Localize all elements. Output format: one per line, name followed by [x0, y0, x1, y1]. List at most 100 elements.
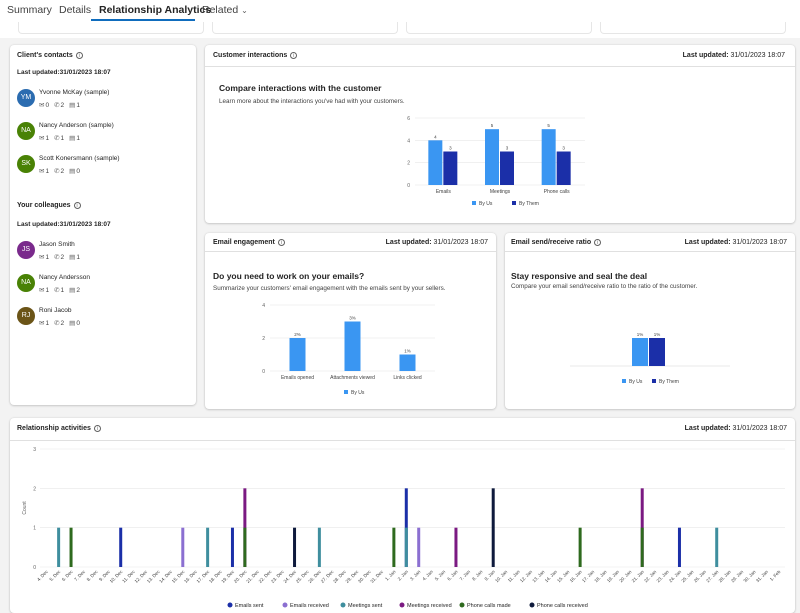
bar-phone-calls-received[interactable]: [293, 527, 297, 567]
bar-by-us[interactable]: [541, 129, 556, 185]
person-name[interactable]: Yvonne McKay (sample): [39, 89, 110, 96]
bar-by-them[interactable]: [500, 151, 514, 186]
bar-meetings-sent[interactable]: [206, 527, 210, 567]
data-label: 3%: [349, 316, 356, 321]
person-name[interactable]: Jason Smith: [39, 241, 75, 248]
person-row[interactable]: YM Yvonne McKay (sample) ✉0 ✆2 ▤1: [17, 89, 197, 115]
legend-label[interactable]: By Them: [659, 379, 679, 385]
tab-relationship-analytics[interactable]: Relationship Analytics: [99, 4, 212, 16]
x-tick-label: 3. Jan: [409, 569, 422, 582]
x-tick-label: 7. Jan: [459, 569, 472, 582]
bar-by-us[interactable]: [399, 354, 416, 372]
customer-interactions-card: Customer interactions i Last updated: 31/…: [205, 45, 795, 223]
x-tick-label: 7. Dec: [73, 569, 86, 582]
bar-by-us[interactable]: [428, 140, 443, 185]
x-tick-label: 16. Jan: [569, 569, 584, 584]
mail-icon: ✉: [39, 102, 45, 109]
legend-label[interactable]: Meetings sent: [348, 603, 383, 609]
collapsed-section-strip: [0, 22, 800, 38]
bar-by-them[interactable]: [556, 151, 571, 186]
meeting-count: 1: [76, 135, 80, 142]
phone-icon: ✆: [54, 102, 60, 109]
colleagues-last-updated: Last updated:31/01/2023 18:07: [17, 221, 111, 228]
legend-label[interactable]: By Us: [629, 379, 643, 385]
person-name[interactable]: Roni Jacob: [39, 307, 72, 314]
person-row[interactable]: NA Nancy Andersson ✉1 ✆1 ▤2: [17, 274, 197, 300]
x-tick-label: 15. Jan: [556, 569, 571, 584]
bar-meetings-sent[interactable]: [715, 527, 719, 567]
legend-label[interactable]: By Us: [479, 201, 493, 207]
bar-meetings-sent[interactable]: [57, 527, 61, 567]
bar-emails-sent[interactable]: [230, 527, 234, 567]
colleagues-title: Your colleagues i: [17, 202, 81, 209]
colleagues-title-text: Your colleagues: [17, 202, 71, 209]
info-icon[interactable]: i: [93, 425, 101, 432]
x-tick-label: 10. Jan: [494, 569, 509, 584]
bar-phone-calls-received[interactable]: [491, 488, 495, 567]
avatar: NA: [17, 122, 35, 140]
bar-by-us[interactable]: [632, 338, 648, 366]
person-row[interactable]: JS Jason Smith ✉1 ✆2 ▤1: [17, 241, 197, 267]
legend-label[interactable]: Phone calls made: [467, 603, 511, 609]
legend-swatch: [472, 201, 476, 205]
call-count: 1: [60, 135, 65, 142]
x-tick-label: 24. Jan: [668, 569, 683, 584]
bar-by-them[interactable]: [443, 151, 458, 186]
bar-phone-calls-made[interactable]: [640, 527, 644, 567]
interactions-subheading: Learn more about the interactions you've…: [219, 98, 405, 105]
bar-phone-calls-made[interactable]: [243, 527, 247, 567]
calendar-icon: ▤: [69, 320, 76, 327]
bar-emails-received[interactable]: [417, 527, 421, 567]
legend-label[interactable]: Emails sent: [235, 603, 264, 609]
legend-label[interactable]: Meetings received: [407, 603, 452, 609]
x-tick-label: 27. Jan: [705, 569, 720, 584]
info-icon[interactable]: i: [75, 52, 83, 59]
bar-meetings-received[interactable]: [454, 527, 458, 567]
data-label: 1%: [654, 332, 661, 337]
x-tick-label: Emails: [436, 189, 452, 195]
relationship-activities-updated: Last updated: 31/01/2023 18:07: [685, 425, 787, 432]
legend-label[interactable]: By Us: [351, 390, 365, 396]
bar-by-them[interactable]: [649, 338, 665, 366]
person-row[interactable]: SK Scott Konersmann (sample) ✉1 ✆2 ▤0: [17, 155, 197, 181]
legend-label[interactable]: Phone calls received: [537, 603, 588, 609]
info-icon[interactable]: i: [277, 239, 285, 246]
bar-emails-sent[interactable]: [677, 527, 681, 567]
person-name[interactable]: Nancy Andersson: [39, 274, 90, 281]
email-engagement-heading: Do you need to work on your emails?: [213, 271, 365, 281]
person-row[interactable]: RJ Roni Jacob ✉1 ✆2 ▤0: [17, 307, 197, 333]
x-tick-label: 29. Jan: [730, 569, 745, 584]
y-tick-label: 6: [407, 116, 410, 122]
calendar-icon: ▤: [69, 168, 76, 175]
bar-phone-calls-made[interactable]: [69, 527, 73, 567]
x-tick-label: 31. Jan: [755, 569, 770, 584]
avatar: RJ: [17, 307, 35, 325]
info-icon[interactable]: i: [594, 239, 602, 246]
person-row[interactable]: NA Nancy Anderson (sample) ✉1 ✆1 ▤1: [17, 122, 197, 148]
info-icon[interactable]: i: [73, 202, 81, 209]
bar-phone-calls-made[interactable]: [392, 527, 396, 567]
bar-phone-calls-made[interactable]: [578, 527, 582, 567]
bar-emails-sent[interactable]: [119, 527, 123, 567]
bar-meetings-sent[interactable]: [317, 527, 321, 567]
person-name[interactable]: Scott Konersmann (sample): [39, 155, 120, 162]
bar-by-us[interactable]: [344, 321, 361, 372]
legend-label[interactable]: By Them: [519, 201, 539, 207]
bar-emails-received[interactable]: [181, 527, 185, 567]
bar-by-us[interactable]: [289, 338, 306, 371]
legend-label[interactable]: Emails received: [290, 603, 329, 609]
updated-label: Last updated:: [684, 425, 731, 432]
clients-contacts-title-text: Client's contacts: [17, 52, 73, 59]
customer-interactions-updated: Last updated: 31/01/2023 18:07: [683, 52, 785, 59]
x-tick-label: 1. Jan: [384, 569, 397, 582]
person-name[interactable]: Nancy Anderson (sample): [39, 122, 114, 129]
active-tab-indicator: [91, 19, 195, 21]
info-icon[interactable]: i: [290, 52, 298, 59]
calendar-icon: ▤: [69, 135, 76, 142]
y-tick-label: 4: [407, 138, 410, 144]
tab-details[interactable]: Details: [59, 4, 92, 16]
bar-by-us[interactable]: [485, 129, 499, 185]
bar-meetings-sent[interactable]: [404, 527, 408, 567]
tab-related[interactable]: Related ⌄: [202, 4, 248, 16]
tab-summary[interactable]: Summary: [7, 4, 52, 16]
